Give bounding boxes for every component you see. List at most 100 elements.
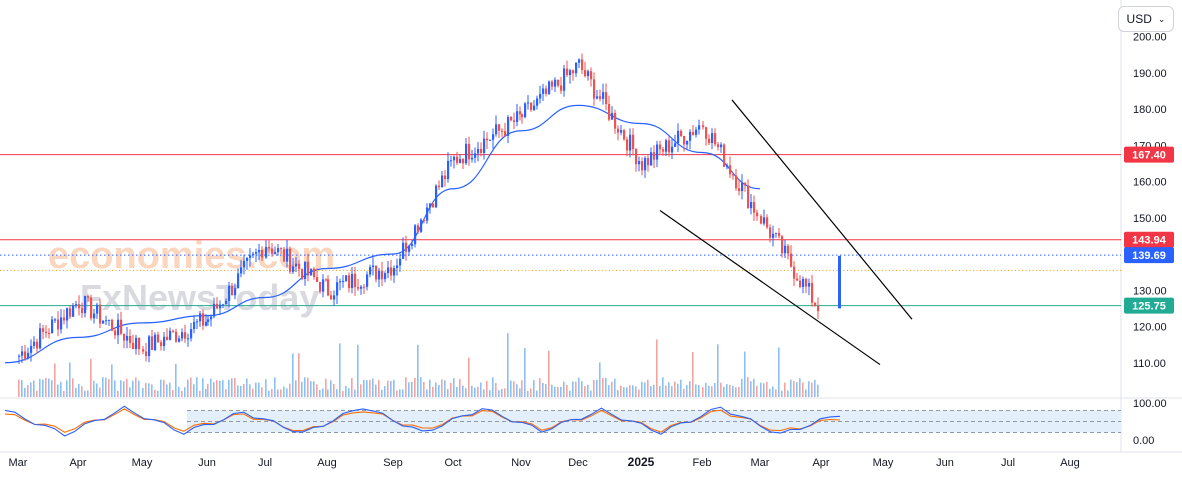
- volume-bar: [447, 389, 449, 397]
- volume-bar: [345, 385, 347, 397]
- volume-bar: [689, 381, 691, 397]
- candle-body: [468, 143, 471, 160]
- volume-bar: [108, 379, 110, 397]
- candle-body: [808, 283, 811, 287]
- candle-body: [316, 277, 319, 282]
- volume-bar: [99, 387, 101, 397]
- candle-body: [811, 283, 814, 303]
- candle-body: [611, 112, 614, 120]
- volume-bar: [753, 378, 755, 397]
- volume-bar: [495, 383, 497, 397]
- candle-body: [769, 227, 772, 238]
- volume-bar: [741, 378, 743, 397]
- candle-body: [138, 337, 141, 350]
- candle-body: [781, 236, 784, 254]
- volume-bar: [498, 390, 500, 397]
- volume-bar: [265, 379, 267, 397]
- candle-body: [21, 351, 24, 356]
- volume-bar: [423, 381, 425, 397]
- volume-bar: [351, 378, 353, 397]
- volume-bar: [656, 339, 658, 397]
- candle-body: [486, 138, 489, 141]
- volume-bar: [668, 382, 670, 397]
- volume-bar: [653, 384, 655, 397]
- time-tick-label: Aug: [1060, 457, 1080, 469]
- candle-body: [105, 320, 108, 322]
- candle-body: [151, 336, 154, 350]
- volume-bar: [129, 387, 131, 397]
- candle-body: [375, 265, 378, 280]
- volume-bar: [738, 387, 740, 397]
- candle-body: [216, 303, 219, 309]
- candle-body: [671, 146, 674, 153]
- candle-body: [123, 333, 126, 341]
- volume-bar: [39, 378, 41, 397]
- volume-bar: [84, 390, 86, 397]
- volume-bar: [750, 381, 752, 397]
- time-tick-label: Jul: [258, 457, 272, 469]
- candle-body: [629, 134, 632, 151]
- candle-body: [504, 131, 507, 136]
- volume-bar: [24, 387, 26, 397]
- candle-body: [581, 59, 584, 71]
- volume-bar: [787, 390, 789, 397]
- candle-body: [536, 98, 539, 106]
- volume-bar: [126, 378, 128, 397]
- volume-bar: [210, 378, 212, 397]
- volume-bar: [219, 380, 221, 397]
- volume-bar: [426, 389, 428, 397]
- time-tick-label: Mar: [751, 457, 770, 469]
- volume-bar: [313, 381, 315, 397]
- volume-bar: [33, 380, 35, 397]
- candle-body: [465, 143, 468, 164]
- level-label: 143.94: [1132, 235, 1167, 247]
- price-axis[interactable]: 200.00190.00180.00170.00160.00150.00130.…: [1133, 32, 1167, 448]
- volume-bar: [536, 390, 538, 397]
- candle-body: [319, 281, 322, 292]
- candles: [18, 53, 841, 365]
- wedge-trendlines[interactable]: [659, 99, 913, 366]
- candle-body: [510, 117, 513, 121]
- volume-bar: [533, 380, 535, 397]
- candle-body: [732, 174, 735, 176]
- candle-body: [42, 328, 45, 332]
- candle-body: [261, 249, 264, 258]
- candle-body: [772, 233, 775, 238]
- volume-bar: [695, 384, 697, 397]
- volume-bar: [366, 380, 368, 397]
- candle-body: [354, 273, 357, 288]
- volume-bar: [286, 388, 288, 397]
- candle-body: [148, 336, 151, 357]
- level-label-box: [1124, 297, 1174, 314]
- time-tick-label: Apr: [69, 457, 86, 469]
- candle-body: [258, 249, 261, 253]
- candle-body: [345, 275, 348, 281]
- level-label-box: [1124, 146, 1174, 163]
- candle-body: [738, 188, 741, 192]
- volume-bar: [578, 377, 580, 397]
- volume-bar: [342, 390, 344, 397]
- time-axis[interactable]: Mar Apr May Jun Jul Aug Sep Oct Nov Dec 2025 Feb Mar…: [9, 455, 1080, 469]
- volume-bar: [450, 382, 452, 397]
- candle-body: [135, 337, 138, 350]
- volume-bar: [75, 387, 77, 397]
- candle-body: [817, 305, 820, 312]
- volume-bar: [462, 385, 464, 397]
- candle-body: [325, 279, 328, 281]
- candle-body: [39, 328, 42, 349]
- volume-bar: [30, 382, 32, 397]
- volume-bar: [468, 357, 470, 397]
- volume-bar: [744, 351, 746, 397]
- volume-bar: [280, 389, 282, 397]
- candle-body: [744, 183, 747, 186]
- volume-bar: [644, 382, 646, 397]
- volume-bar: [327, 389, 329, 397]
- candle-body: [438, 185, 441, 188]
- currency-selector[interactable]: USD ⌄: [1118, 6, 1174, 32]
- time-tick-label: 2025: [628, 455, 655, 469]
- candle-body: [519, 111, 522, 115]
- candle-body: [99, 304, 102, 324]
- volume-bar: [36, 390, 38, 397]
- volume-bar: [438, 385, 440, 397]
